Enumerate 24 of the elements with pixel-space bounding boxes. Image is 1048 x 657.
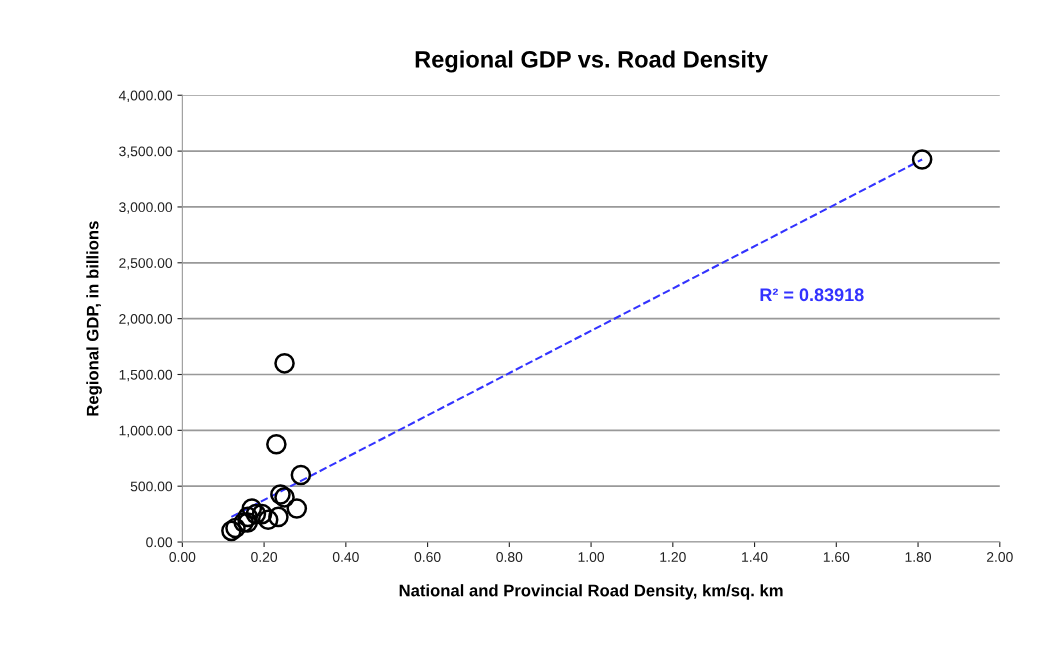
x-tick-label: 1.40	[742, 552, 768, 562]
x-tick-label: 1.20	[660, 552, 686, 562]
y-axis-title: Regional GDP, in billions	[86, 221, 102, 416]
chart-title: Regional GDP vs. Road Density	[415, 50, 768, 73]
y-tick-label: 1,500.00	[119, 369, 173, 382]
x-tick-label: 1.60	[823, 552, 850, 562]
y-tick-label: 3,000.00	[119, 202, 173, 214]
x-tick-label: 2.00	[986, 552, 1013, 562]
y-tick-label: 1,000.00	[119, 425, 173, 438]
y-tick-label: 2,500.00	[119, 258, 173, 270]
x-axis-title: National and Provincial Road Density, km/sq. km	[399, 584, 783, 600]
x-tick-label: 0.00	[169, 552, 196, 562]
y-tick-label: 3,500.00	[119, 146, 173, 158]
x-tick-label: 0.20	[251, 552, 278, 562]
x-tick-label: 0.80	[496, 552, 523, 562]
x-tick-label: 0.40	[332, 552, 359, 562]
y-tick-label: 4,000.00	[118, 90, 173, 103]
y-tick-label: 2,000.00	[119, 313, 173, 326]
y-tick-label: 500.00	[130, 481, 173, 492]
x-tick-label: 1.80	[905, 552, 932, 562]
annotation: R² = 0.83918	[760, 288, 864, 302]
y-tick-label: 0.00	[146, 537, 173, 548]
x-tick-label: 0.60	[414, 552, 441, 562]
x-tick-label: 1.00	[578, 552, 605, 562]
